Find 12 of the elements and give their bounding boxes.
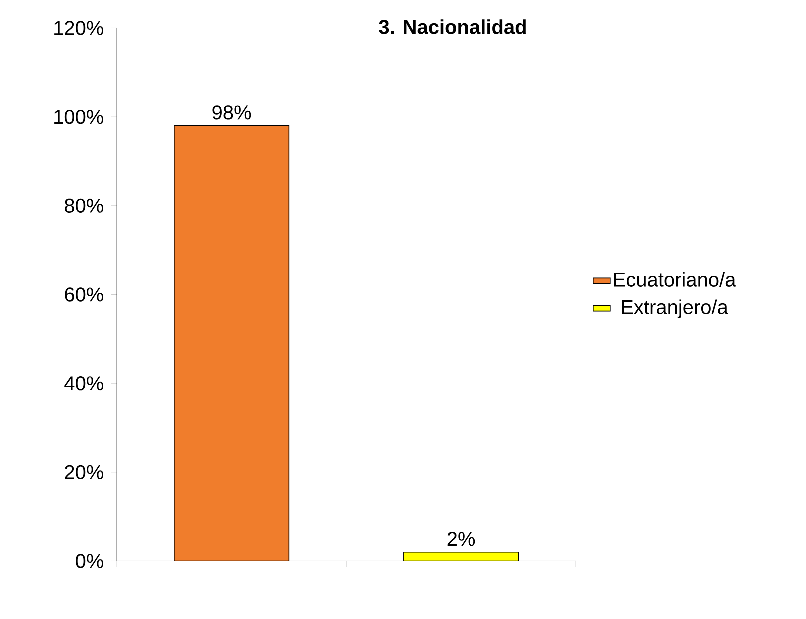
data-label: 98% <box>212 106 252 120</box>
y-tick-label: 0% <box>76 554 104 568</box>
y-tick-label: 100% <box>54 110 104 124</box>
legend-label: Extranjero/a <box>622 300 728 318</box>
y-tick-label: 20% <box>65 465 104 480</box>
y-tick-label: 120% <box>54 21 104 36</box>
y-tick-label: 80% <box>65 198 104 213</box>
legend-label: Ecuatoriano/a <box>614 272 736 287</box>
y-tick-label: 60% <box>65 288 104 302</box>
data-label: 2% <box>448 532 476 546</box>
y-tick-label: 40% <box>64 376 104 391</box>
chart-title: 3. Nacionalidad <box>379 20 526 34</box>
